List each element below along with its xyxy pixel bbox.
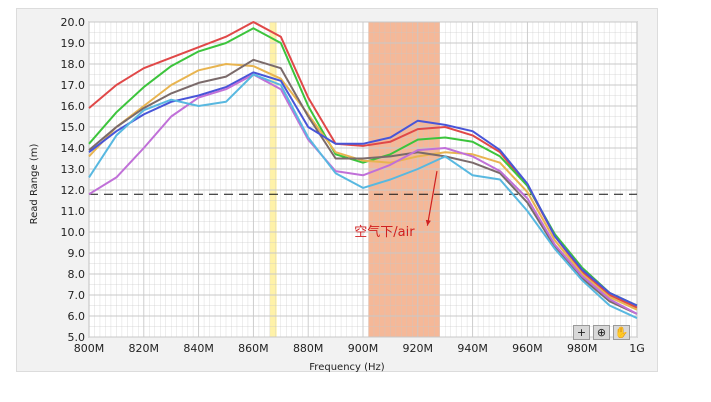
y-axis-title: Read Range (m) [29, 144, 40, 225]
series-line-6 [88, 73, 638, 315]
series-line-3 [88, 63, 638, 311]
x-tick-label: 860M [238, 342, 269, 355]
y-tick-label: 18.0 [61, 58, 86, 71]
y-tick-label: 13.0 [61, 163, 86, 176]
annotation-label: 空气下/air [354, 224, 415, 240]
x-tick-label: 960M [512, 342, 543, 355]
y-tick-labels: 5.0 6.0 7.0 8.0 9.0 10.0 11.0 12.0 13.0 14.0 15.0 1… [61, 16, 86, 344]
y-tick-label: 11.0 [61, 205, 86, 218]
annotation-group: 空气下/air [354, 170, 438, 240]
crosshair-icon: + [576, 326, 587, 339]
annotation-arrow [426, 170, 438, 226]
x-tick-label: 840M [183, 342, 214, 355]
zoom-icon: ⊕ [596, 326, 607, 339]
x-tick-label: 940M [457, 342, 488, 355]
x-axis-title: Frequency (Hz) [309, 362, 385, 373]
x-tick-label: 800M [74, 342, 105, 355]
hand-icon: ✋ [614, 326, 629, 339]
y-tick-label: 9.0 [68, 247, 86, 260]
y-tick-label: 15.0 [61, 121, 86, 134]
x-tick-label: 980M [567, 342, 598, 355]
zoom-tool-button[interactable]: ⊕ [593, 325, 610, 340]
y-tick-label: 7.0 [68, 289, 86, 302]
y-tick-label: 12.0 [61, 184, 86, 197]
y-tick-label: 6.0 [68, 310, 86, 323]
x-tick-label: 820M [129, 342, 160, 355]
annotation-arrow-head [425, 219, 431, 226]
x-tick-label: 880M [293, 342, 324, 355]
x-tick-label: 920M [403, 342, 434, 355]
y-tick-label: 8.0 [68, 268, 86, 281]
y-tick-label: 19.0 [61, 37, 86, 50]
y-tick-label: 14.0 [61, 142, 86, 155]
x-tick-labels: 800M 820M 840M 860M 880M 900M 920M 940M 960M 980M… [74, 342, 645, 355]
chart-panel: 空气下/air 5.0 6.0 7.0 8.0 9.0 10.0 11.0 12.0 13.0 1… [16, 8, 658, 373]
y-tick-label: 5.0 [68, 331, 86, 344]
x-tick-label: 1G [629, 342, 645, 355]
y-tick-label: 16.0 [61, 100, 86, 113]
x-tick-label: 900M [348, 342, 379, 355]
y-tick-label: 20.0 [61, 16, 86, 29]
pan-tool-button[interactable]: ✋ [613, 325, 630, 340]
series-line-5 [88, 71, 638, 307]
y-tick-label: 17.0 [61, 79, 86, 92]
series-line-4 [88, 58, 638, 315]
y-tick-label: 10.0 [61, 226, 86, 239]
grid-lines [88, 21, 638, 338]
cursor-tool-button[interactable]: + [573, 325, 590, 340]
series-line-7 [88, 73, 638, 320]
series-group [88, 21, 638, 320]
read-range-chart: 空气下/air 5.0 6.0 7.0 8.0 9.0 10.0 11.0 12.0 13.0 1… [29, 16, 645, 373]
